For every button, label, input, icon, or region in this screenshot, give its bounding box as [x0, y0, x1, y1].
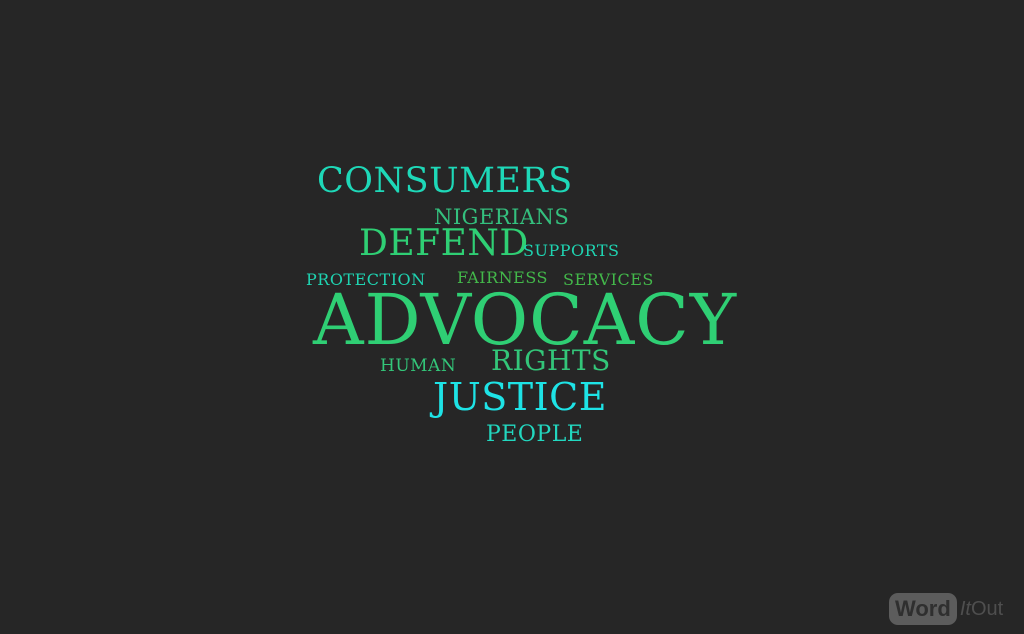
word-supports: SUPPORTS — [523, 241, 620, 260]
word-fairness: FAIRNESS — [457, 268, 548, 287]
word-defend: DEFEND — [359, 223, 529, 264]
word-human: HUMAN — [380, 356, 457, 376]
word-services: SERVICES — [563, 270, 654, 289]
word-rights: RIGHTS — [491, 344, 611, 377]
logo-word: Word — [889, 593, 957, 625]
word-advocacy: ADVOCACY — [313, 279, 738, 361]
wordltout-logo[interactable]: Word It Out — [889, 589, 1021, 629]
word-consumers: CONSUMERS — [317, 161, 573, 201]
word-nigerians: NIGERIANS — [434, 205, 570, 229]
word-people: PEOPLE — [486, 422, 584, 447]
word-protection: PROTECTION — [306, 270, 426, 289]
word-justice: JUSTICE — [433, 375, 607, 419]
logo-it: It — [959, 597, 971, 620]
logo-out: Out — [970, 597, 1004, 620]
